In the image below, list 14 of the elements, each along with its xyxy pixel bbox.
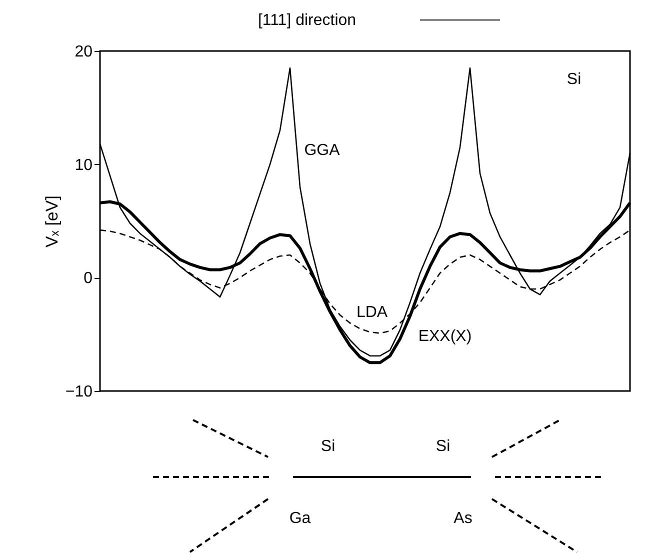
series-label: EXX(X): [418, 328, 472, 345]
text: Si: [320, 438, 336, 455]
annotation: Si: [566, 71, 582, 88]
text: Si: [436, 438, 450, 455]
chart-title: [111] direction: [258, 12, 356, 29]
y-tick-label: −10: [65, 384, 93, 400]
text: Ga: [289, 510, 311, 527]
y-axis-title: Vₓ [eV]: [42, 196, 62, 248]
y-tick-label: 20: [74, 44, 93, 60]
text: As: [454, 510, 472, 527]
y-tick-label: 10: [74, 156, 93, 174]
y-tick-label: 0: [84, 270, 93, 288]
series-label: LDA: [356, 304, 388, 321]
series-label: GGA: [304, 142, 340, 159]
